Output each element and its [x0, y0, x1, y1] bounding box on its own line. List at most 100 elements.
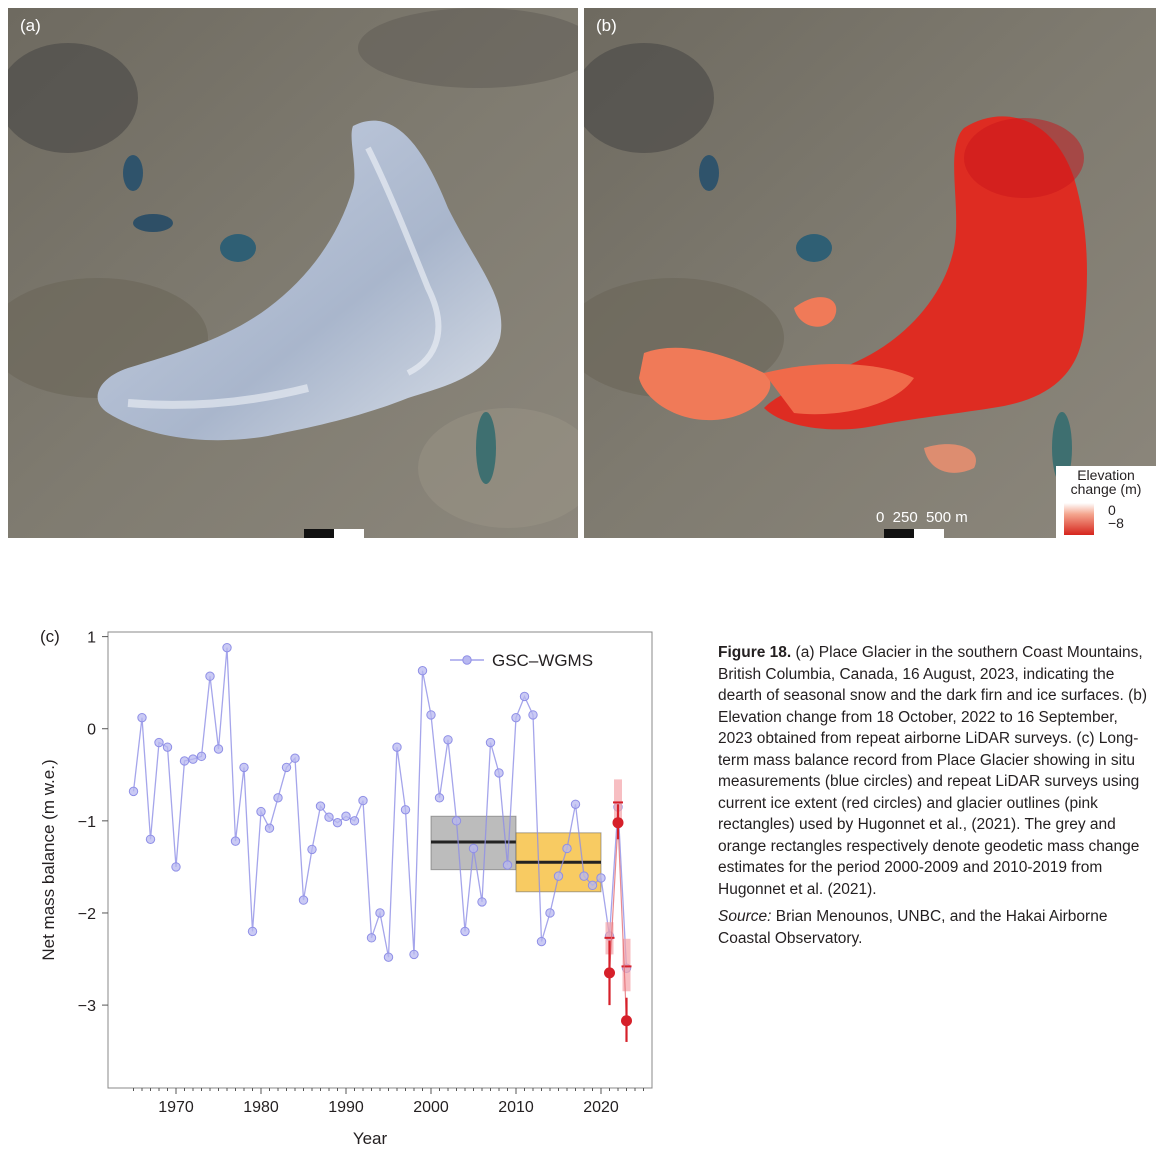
- scale-bar-b: [884, 529, 944, 538]
- x-axis-label: Year: [353, 1129, 388, 1148]
- in-situ-data-point: [553, 871, 564, 881]
- in-situ-data-point: [196, 751, 207, 762]
- x-tick-label: 1970: [158, 1099, 194, 1116]
- in-situ-data-point: [307, 844, 317, 855]
- legend-max-label: 0: [1108, 502, 1116, 518]
- in-situ-data-point: [392, 742, 402, 752]
- figure-caption: Figure 18. (a) Place Glacier in the sout…: [718, 642, 1148, 955]
- caption-figure-label: Figure 18.: [718, 644, 792, 661]
- in-situ-data-point: [239, 762, 249, 773]
- in-situ-data-point: [366, 933, 377, 943]
- panel-a-label: (a): [20, 16, 41, 35]
- y-axis-label: Net mass balance (m w.e.): [39, 759, 58, 960]
- in-situ-data-point: [519, 691, 530, 702]
- caption-source-text: Brian Menounos, UNBC, and the Hakai Airb…: [718, 908, 1108, 947]
- y-tick-label: −2: [78, 906, 96, 923]
- lidar-data-point: [612, 817, 624, 829]
- in-situ-data-point: [536, 936, 547, 947]
- panel-b-label: (b): [596, 16, 617, 35]
- in-situ-data-point: [154, 737, 164, 748]
- y-tick-label: 0: [87, 722, 96, 739]
- lidar-data-point: [604, 967, 615, 979]
- in-situ-data-point: [188, 754, 198, 764]
- outline-rectangle: [614, 779, 622, 821]
- in-situ-data-point: [247, 926, 258, 937]
- caption-source: Source: Brian Menounos, UNBC, and the Ha…: [718, 906, 1148, 949]
- in-situ-data-point: [332, 817, 343, 828]
- in-situ-data-point: [264, 823, 275, 833]
- x-tick-label: 2010: [498, 1099, 534, 1116]
- outline-rectangle: [622, 938, 631, 992]
- in-situ-data-point: [375, 908, 385, 918]
- in-situ-data-point: [290, 753, 300, 763]
- in-situ-data-point: [494, 768, 504, 778]
- in-situ-data-point: [468, 843, 479, 854]
- in-situ-data-point: [409, 949, 419, 960]
- in-situ-data-point: [502, 860, 513, 870]
- x-tick-label: 2020: [583, 1099, 619, 1116]
- mass-balance-chart: (c) 1970 1980 1990 2000 2010 2020 1 0 −1 −2 −3 Year N…: [0, 620, 680, 1158]
- elevation-legend: Elevation change (m) 0 −8: [1056, 466, 1156, 538]
- legend-label: GSC–WGMS: [492, 651, 593, 670]
- in-situ-data-point: [162, 742, 173, 752]
- in-situ-data-point: [383, 952, 394, 962]
- in-situ-data-point: [443, 735, 453, 745]
- panel-b-elevation-change-image: (b) 0 250 500 m Elevation change (m) 0 −…: [584, 8, 1156, 538]
- in-situ-data-point: [460, 926, 470, 937]
- in-situ-data-point: [171, 862, 181, 872]
- in-situ-data-point: [222, 642, 232, 653]
- in-situ-data-point: [358, 795, 368, 806]
- in-situ-data-point: [298, 895, 309, 905]
- in-situ-data-point: [230, 836, 241, 846]
- in-situ-data-point: [179, 756, 190, 766]
- x-tick-label: 1980: [243, 1099, 279, 1116]
- caption-paragraph: Figure 18. (a) Place Glacier in the sout…: [718, 642, 1148, 900]
- in-situ-data-point: [545, 908, 555, 918]
- legend-color-ramp: [1064, 503, 1094, 535]
- caption-text: (a) Place Glacier in the southern Coast …: [718, 644, 1148, 898]
- terrain-image-a: [8, 8, 578, 538]
- legend-title-line1: Elevation: [1077, 467, 1135, 483]
- in-situ-data-point: [349, 816, 360, 826]
- in-situ-data-point: [562, 843, 572, 854]
- in-situ-data-point: [256, 806, 266, 817]
- x-tick-label: 1990: [328, 1099, 364, 1116]
- in-situ-data-point: [273, 793, 283, 803]
- scale-bar-a: [304, 529, 364, 538]
- y-tick-label: −3: [78, 998, 96, 1015]
- lidar-data-point: [621, 1015, 632, 1027]
- in-situ-data-point: [341, 811, 351, 821]
- in-situ-data-point: [528, 710, 538, 720]
- chart-svg: (c) 1970 1980 1990 2000 2010 2020 1 0 −1 −2 −3 Year N…: [39, 627, 653, 1148]
- in-situ-data-point: [511, 712, 521, 723]
- in-situ-data-point: [205, 671, 215, 681]
- in-situ-data-point: [281, 762, 292, 773]
- legend-title: Elevation change (m): [1056, 468, 1156, 496]
- in-situ-data-point: [324, 812, 334, 822]
- in-situ-data-point: [587, 880, 598, 891]
- in-situ-data-point: [596, 873, 606, 883]
- scale-bar-label: 0 250 500 m: [876, 509, 968, 526]
- in-situ-data-point: [477, 897, 487, 907]
- in-situ-data-point: [570, 799, 581, 809]
- terrain-image-b: [584, 8, 1156, 538]
- in-situ-data-point: [426, 710, 436, 720]
- plot-frame: [107, 631, 653, 1089]
- legend-min-label: −8: [1108, 515, 1124, 531]
- in-situ-data-point: [451, 816, 462, 826]
- x-tick-label: 2000: [413, 1099, 449, 1116]
- in-situ-data-point: [145, 834, 156, 844]
- y-tick-label: 1: [87, 630, 96, 647]
- in-situ-data-point: [128, 786, 139, 797]
- legend-marker: [462, 655, 472, 665]
- in-situ-data-point: [434, 793, 445, 803]
- in-situ-data-point: [315, 801, 326, 811]
- in-situ-data-point: [485, 737, 496, 748]
- in-situ-data-point: [400, 805, 411, 815]
- legend-title-line2: change (m): [1070, 481, 1142, 497]
- chart-panel-label: (c): [40, 627, 60, 646]
- in-situ-data-point: [579, 871, 589, 881]
- caption-source-label: Source:: [718, 908, 772, 925]
- y-tick-label: −1: [78, 814, 96, 831]
- in-situ-data-point: [417, 665, 428, 676]
